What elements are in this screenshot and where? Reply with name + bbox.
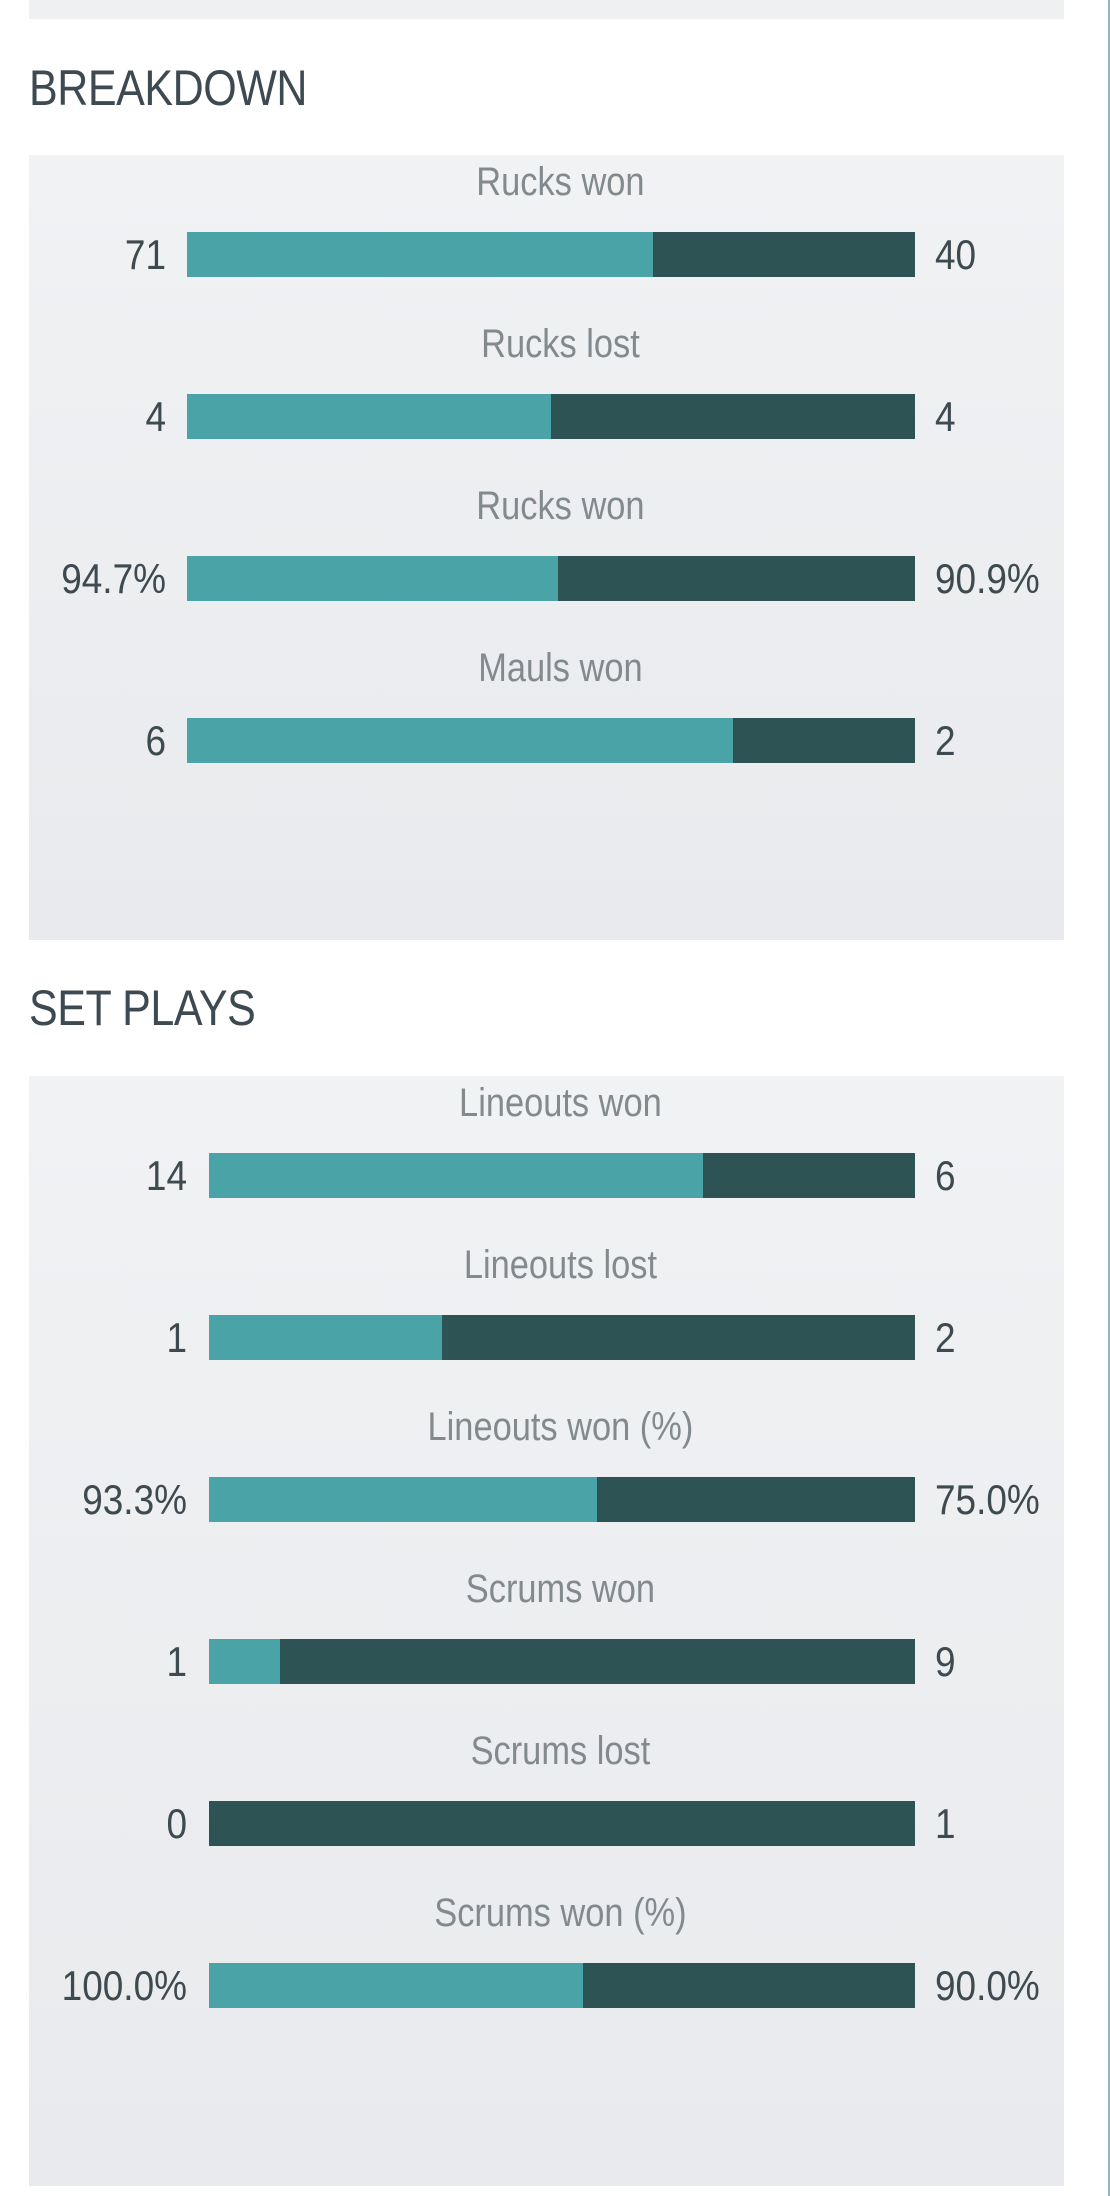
stat-row: Scrums lost 0 1 — [29, 1731, 1064, 1851]
stat-label: Lineouts won (%) — [427, 1405, 694, 1449]
home-bar-fill — [209, 1477, 598, 1522]
stat-row: Lineouts won (%) 93.3% 75.0% — [29, 1407, 1064, 1527]
stat-label: Lineouts won — [459, 1081, 662, 1125]
home-bar-fill — [187, 718, 733, 763]
home-value: 6 — [145, 717, 166, 764]
stat-row: Scrums won 1 9 — [29, 1569, 1064, 1689]
away-value: 75.0% — [935, 1476, 1040, 1523]
home-bar-fill — [187, 394, 551, 439]
away-value: 90.9% — [935, 555, 1040, 602]
set-plays-panel: Lineouts won 14 6 Lineouts lost 1 2 Line… — [29, 1076, 1064, 2186]
stat-label: Mauls won — [478, 646, 643, 690]
stat-row: Rucks lost 4 4 — [29, 324, 1064, 444]
comparison-bar — [209, 1153, 915, 1198]
stat-row: Scrums won (%) 100.0% 90.0% — [29, 1893, 1064, 2013]
stat-row: Rucks won 71 40 — [29, 162, 1064, 282]
home-bar-fill — [187, 556, 559, 601]
comparison-bar — [209, 1963, 915, 2008]
home-value: 1 — [166, 1638, 187, 1685]
comparison-bar — [187, 232, 915, 277]
stat-label: Lineouts lost — [463, 1243, 658, 1287]
stat-label: Rucks lost — [481, 322, 640, 366]
comparison-bar — [209, 1477, 915, 1522]
section-title-breakdown: BREAKDOWN — [29, 60, 308, 116]
away-value: 6 — [935, 1152, 956, 1199]
stat-label: Scrums lost — [470, 1729, 651, 1773]
home-value: 71 — [124, 231, 166, 278]
breakdown-panel: Rucks won 71 40 Rucks lost 4 4 Rucks won… — [29, 155, 1064, 940]
home-value: 100.0% — [61, 1962, 187, 2009]
home-bar-fill — [187, 232, 653, 277]
away-value: 90.0% — [935, 1962, 1040, 2009]
away-value: 4 — [935, 393, 956, 440]
stat-row: Lineouts won 14 6 — [29, 1083, 1064, 1203]
home-value: 94.7% — [61, 555, 166, 602]
away-value: 2 — [935, 717, 956, 764]
stat-row: Lineouts lost 1 2 — [29, 1245, 1064, 1365]
stat-label: Rucks won — [476, 160, 645, 204]
stat-label: Scrums won (%) — [434, 1891, 687, 1935]
comparison-bar — [209, 1315, 915, 1360]
away-value: 40 — [935, 231, 977, 278]
home-bar-fill — [209, 1639, 280, 1684]
home-bar-fill — [209, 1153, 704, 1198]
comparison-bar — [187, 556, 915, 601]
previous-panel-bottom — [29, 0, 1064, 19]
stat-label: Scrums won — [465, 1567, 656, 1611]
home-bar-fill — [209, 1963, 584, 2008]
away-value: 2 — [935, 1314, 956, 1361]
home-bar-fill — [209, 1315, 442, 1360]
scroll-edge — [1108, 0, 1110, 2196]
away-value: 1 — [935, 1800, 956, 1847]
section-title-set-plays: SET PLAYS — [29, 980, 256, 1036]
stat-row: Mauls won 6 2 — [29, 648, 1064, 768]
home-value: 1 — [166, 1314, 187, 1361]
stat-label: Rucks won — [476, 484, 645, 528]
comparison-bar — [187, 718, 915, 763]
home-value: 0 — [166, 1800, 187, 1847]
home-value: 14 — [145, 1152, 187, 1199]
comparison-bar — [209, 1639, 915, 1684]
home-value: 4 — [145, 393, 166, 440]
away-value: 9 — [935, 1638, 956, 1685]
stat-row: Rucks won 94.7% 90.9% — [29, 486, 1064, 606]
comparison-bar — [187, 394, 915, 439]
comparison-bar — [209, 1801, 915, 1846]
home-value: 93.3% — [82, 1476, 187, 1523]
